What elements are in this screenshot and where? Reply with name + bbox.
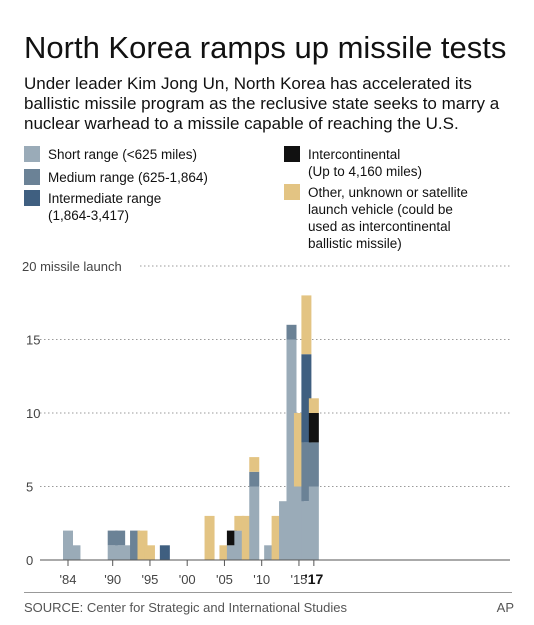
legend-swatch-icbm — [284, 146, 300, 162]
bar-2013-short — [279, 501, 290, 560]
y-axis-top-label: 20 missile launch — [22, 259, 122, 274]
x-tick-label-1995: '95 — [141, 572, 158, 587]
y-tick-label-5: 5 — [26, 480, 33, 495]
bar-2009-other — [249, 457, 260, 472]
legend-swatch-short — [24, 146, 40, 162]
x-tick-label-2000: '00 — [179, 572, 196, 587]
credit-label: AP — [496, 600, 514, 615]
bar-2016-short — [301, 501, 312, 560]
y-tick-label-15: 15 — [26, 333, 40, 348]
x-tick-label-1990: '90 — [104, 572, 121, 587]
source-note: SOURCE: Center for Strategic and Interna… — [24, 600, 347, 615]
bar-2012-other — [271, 515, 282, 560]
legend-label-other-2: launch vehicle (could be — [308, 202, 453, 217]
bar-1990-short — [107, 545, 118, 560]
bar-2011-short — [264, 545, 275, 560]
bar-1985-short — [70, 545, 81, 560]
bar-1997-intermediate — [159, 545, 170, 560]
bar-1984-short — [63, 530, 73, 560]
bar-2006-icbm — [226, 530, 237, 546]
bar-1992-short — [122, 545, 133, 560]
bar-2014-medium — [286, 324, 297, 340]
x-tick-label-2005: '05 — [216, 572, 233, 587]
footer-rule — [24, 592, 512, 593]
x-tick-label-1984: '84 — [60, 572, 77, 587]
legend-label-other-1: Other, unknown or satellite — [308, 185, 468, 200]
x-tick-label-2017: '17 — [304, 571, 323, 587]
bar-2014-short — [286, 339, 297, 560]
legend-label-icbm-1: Intercontinental — [308, 147, 401, 162]
bar-2009-medium — [249, 471, 260, 487]
bar-2005-other — [219, 545, 230, 560]
chart-subtitle: Under leader Kim Jong Un, North Korea ha… — [24, 74, 500, 133]
chart-title: North Korea ramps up missile tests — [24, 30, 507, 65]
bar-2006-short — [226, 545, 237, 560]
bar-2017-other — [308, 398, 319, 413]
bar-2007-other — [234, 515, 245, 531]
bar-1995-other — [144, 545, 155, 560]
bar-1991-short — [115, 545, 126, 560]
bar-2009-short — [249, 486, 260, 560]
bar-1994-other — [137, 530, 148, 560]
x-tick-label-2015: '15 — [290, 572, 307, 587]
stacked-bar-chart: 0 5 10 15 20 missile launch '84 '90 '95 '00 '05 '1… — [22, 259, 510, 587]
bar-2015-other — [293, 413, 304, 487]
bar-1990-medium — [107, 530, 118, 546]
legend-label-other-4: ballistic missile) — [308, 236, 402, 251]
legend-label-short: Short range (<625 miles) — [48, 147, 197, 162]
bar-2017-medium — [308, 442, 319, 487]
legend-label-icbm-2: (Up to 4,160 miles) — [308, 164, 423, 179]
y-tick-label-10: 10 — [26, 406, 40, 421]
legend-label-other-3: used as intercontinental — [308, 219, 451, 234]
bar-2017-short — [308, 486, 319, 560]
bar-2007-short — [234, 530, 245, 560]
legend-swatch-intermediate — [24, 190, 40, 206]
bar-2016-medium — [301, 442, 312, 502]
bar-2015-short — [293, 486, 304, 560]
bar-2017-icbm — [308, 413, 319, 443]
legend-swatch-other — [284, 184, 300, 200]
bar-2016-intermediate — [301, 354, 312, 443]
bar-1993-medium — [130, 530, 141, 560]
legend-swatch-medium — [24, 169, 40, 185]
bar-2016-other — [301, 295, 312, 355]
legend-label-medium: Medium range (625-1,864) — [48, 170, 208, 185]
y-tick-label-0: 0 — [26, 553, 33, 568]
bar-2008-other — [241, 515, 252, 560]
legend-label-intermediate-1: Intermediate range — [48, 191, 162, 206]
bar-1991-medium — [115, 530, 126, 546]
legend-label-intermediate-2: (1,864-3,417) — [48, 208, 130, 223]
bar-2003-other — [204, 515, 215, 560]
x-tick-label-2010: '10 — [253, 572, 270, 587]
